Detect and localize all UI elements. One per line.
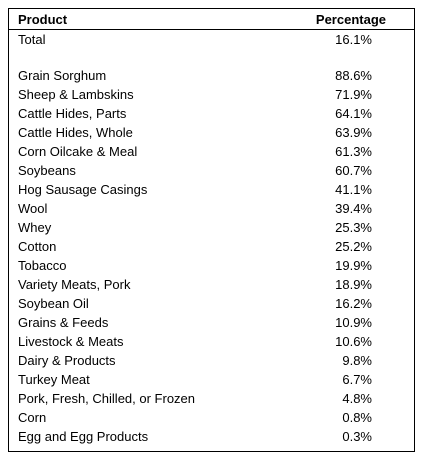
product-name: Variety Meats, Pork (18, 277, 131, 292)
percentage: 39.4% (335, 201, 372, 216)
product-name: Sheep & Lambskins (18, 87, 134, 102)
percentage: 4.8% (342, 391, 372, 406)
header-cell: Product (18, 12, 68, 27)
percentage: 61.3% (335, 144, 372, 159)
percentage: 10.6% (335, 334, 372, 349)
product-name: Soybeans (18, 163, 76, 178)
product-name: Tobacco (18, 258, 67, 273)
percentage: 64.1% (335, 106, 372, 121)
percentage: 88.6% (335, 68, 372, 83)
product-name: Cattle Hides, Whole (18, 125, 133, 140)
product-name: Cattle Hides, Parts (18, 106, 127, 121)
percentage: 60.7% (335, 163, 372, 178)
product-name: Turkey Meat (18, 372, 90, 387)
percentage: 9.8% (342, 353, 372, 368)
percentage: 16.2% (335, 296, 372, 311)
product-name: Pork, Fresh, Chilled, or Frozen (18, 391, 196, 406)
product-name: Corn (18, 410, 47, 425)
percentage: 71.9% (335, 87, 372, 102)
product-name: Egg and Egg Products (18, 429, 149, 444)
header-cell: Percentage (315, 12, 386, 27)
percentage: 18.9% (335, 277, 372, 292)
percentage: 6.7% (342, 372, 372, 387)
percentage: 0.3% (342, 429, 372, 444)
product-name: Soybean Oil (18, 296, 89, 311)
percentage: 63.9% (335, 125, 372, 140)
product-name: Livestock & Meats (18, 334, 124, 349)
percentage: 41.1% (335, 182, 372, 197)
product-name: Wool (18, 201, 48, 216)
total-value: 16.1% (335, 32, 372, 47)
product-name: Grains & Feeds (18, 315, 109, 330)
product-name: Whey (18, 220, 52, 235)
product-name: Dairy & Products (18, 353, 116, 368)
percentage: 25.2% (335, 239, 372, 254)
percentage: 0.8% (342, 410, 372, 425)
product-name: Hog Sausage Casings (18, 182, 148, 197)
header-row: Product Percentage (9, 9, 414, 30)
percentage: 10.9% (335, 315, 372, 330)
percentage: 19.9% (335, 258, 372, 273)
product-name: Corn Oilcake & Meal (18, 144, 138, 159)
product-name: Grain Sorghum (18, 68, 107, 83)
table: Product Percentage Total 16.1% Grain Sor… (8, 8, 415, 452)
percentage: 25.3% (335, 220, 372, 235)
total-label: Total (18, 32, 46, 47)
product-name: Cotton (18, 239, 57, 254)
